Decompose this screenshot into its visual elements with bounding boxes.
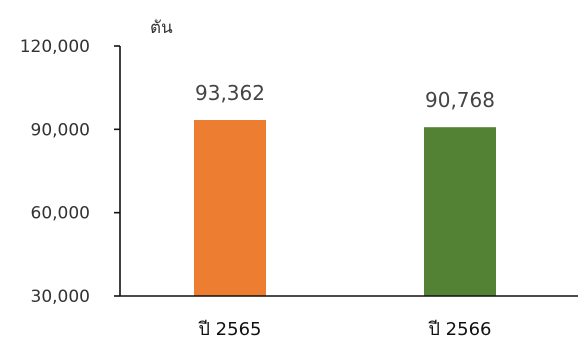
y-axis-unit-label: ตัน [150, 18, 173, 38]
bars [194, 119, 496, 296]
y-tick-label: 120,000 [20, 37, 90, 57]
y-tick-label: 30,000 [31, 287, 90, 307]
y-tick-label: 90,000 [31, 120, 90, 140]
category-labels: ปี 2565 ปี 2566 [198, 319, 491, 340]
bar-1 [194, 119, 266, 296]
category-label-2: ปี 2566 [428, 319, 491, 340]
bar-2 [424, 127, 496, 296]
data-label-1: 93,362 [195, 81, 265, 105]
data-label-2: 90,768 [425, 88, 495, 112]
y-axis-ticks: 30,000 60,000 90,000 120,000 [20, 37, 120, 307]
category-label-1: ปี 2565 [198, 319, 261, 340]
data-labels: 93,362 90,768 [195, 81, 495, 112]
y-tick-label: 60,000 [31, 204, 90, 224]
